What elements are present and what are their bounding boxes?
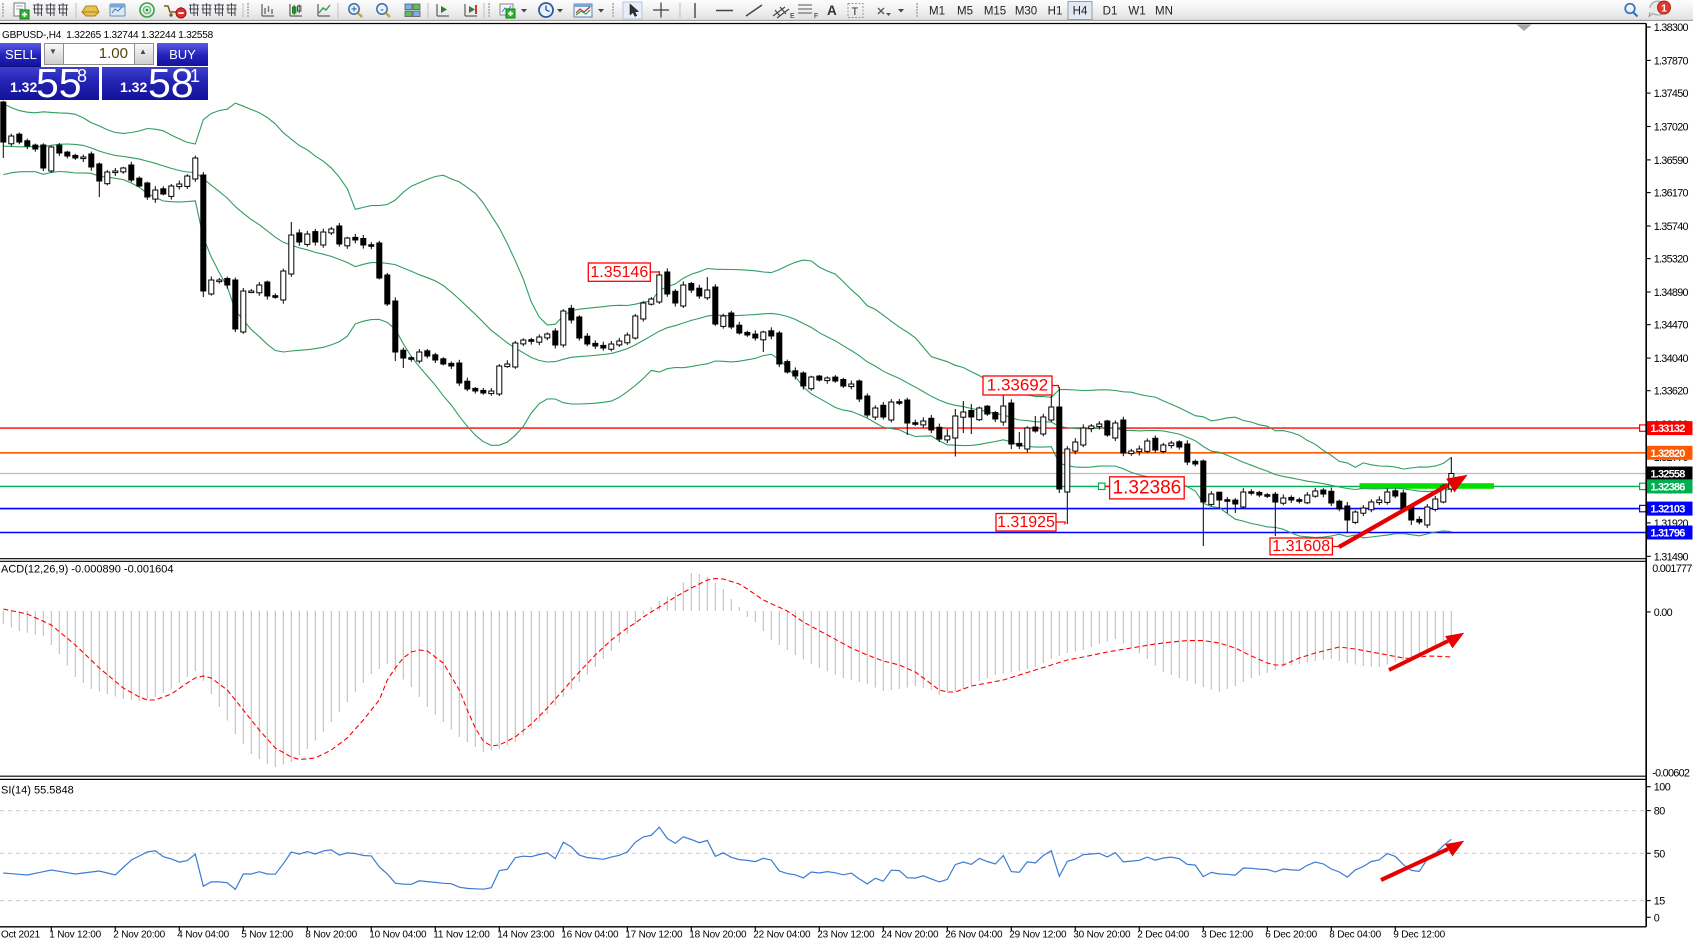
svg-text:14 Nov 23:00: 14 Nov 23:00 xyxy=(497,930,555,941)
svg-text:0.001777: 0.001777 xyxy=(1652,563,1692,575)
svg-text:1 Nov 12:00: 1 Nov 12:00 xyxy=(49,930,101,941)
svg-text:W1: W1 xyxy=(1128,6,1145,18)
svg-text:10 Nov 04:00: 10 Nov 04:00 xyxy=(369,930,427,941)
svg-text:A: A xyxy=(827,3,837,18)
svg-text:MN: MN xyxy=(1155,6,1173,18)
svg-text:1.33620: 1.33620 xyxy=(1654,386,1689,398)
svg-text:2 Nov 20:00: 2 Nov 20:00 xyxy=(113,930,165,941)
svg-text:22 Nov 04:00: 22 Nov 04:00 xyxy=(753,930,811,941)
svg-text:T: T xyxy=(852,6,859,18)
svg-text:1.33692: 1.33692 xyxy=(987,375,1048,394)
svg-text:1.35320: 1.35320 xyxy=(1654,254,1689,266)
svg-text:1.31925: 1.31925 xyxy=(997,514,1055,531)
svg-text:+: + xyxy=(351,5,357,16)
svg-text:GBPUSD-,H4 1.32265 1.32744 1.: GBPUSD-,H4 1.32265 1.32744 1.32244 1.325… xyxy=(2,30,214,41)
svg-text:E: E xyxy=(790,13,795,20)
svg-text:M15: M15 xyxy=(984,6,1006,18)
svg-text:1.36590: 1.36590 xyxy=(1654,155,1689,167)
svg-text:-: - xyxy=(380,5,383,16)
svg-text:50: 50 xyxy=(1654,848,1666,860)
svg-text:3 Dec 12:00: 3 Dec 12:00 xyxy=(1201,930,1253,941)
svg-text:1.34470: 1.34470 xyxy=(1654,320,1689,332)
svg-text:M5: M5 xyxy=(957,6,973,18)
svg-text:24 Nov 20:00: 24 Nov 20:00 xyxy=(881,930,939,941)
svg-text:1: 1 xyxy=(1661,3,1667,15)
svg-text:100: 100 xyxy=(1654,782,1671,794)
svg-text:1.31608: 1.31608 xyxy=(1272,538,1330,555)
svg-text:11 Nov 12:00: 11 Nov 12:00 xyxy=(433,930,490,941)
svg-text:M30: M30 xyxy=(1015,6,1037,18)
svg-text:1.35146: 1.35146 xyxy=(590,264,648,281)
svg-text:17 Nov 12:00: 17 Nov 12:00 xyxy=(625,930,683,941)
svg-text:1.37870: 1.37870 xyxy=(1654,55,1689,67)
svg-text:1.34890: 1.34890 xyxy=(1654,287,1689,299)
svg-text:2 Dec 04:00: 2 Dec 04:00 xyxy=(1137,930,1189,941)
svg-text:1.31796: 1.31796 xyxy=(1650,528,1685,540)
svg-text:29 Nov 12:00: 29 Nov 12:00 xyxy=(1009,930,1067,941)
svg-text:1.32558: 1.32558 xyxy=(1650,469,1685,481)
svg-text:5 Nov 12:00: 5 Nov 12:00 xyxy=(241,930,293,941)
svg-text:9 Dec 12:00: 9 Dec 12:00 xyxy=(1393,930,1445,941)
svg-text:0: 0 xyxy=(1654,912,1660,924)
svg-text:H1: H1 xyxy=(1048,6,1063,18)
svg-text:15: 15 xyxy=(1654,896,1666,908)
svg-text:1.32103: 1.32103 xyxy=(1650,504,1685,516)
svg-text:-0.00602: -0.00602 xyxy=(1652,768,1690,780)
svg-text:1.31490: 1.31490 xyxy=(1654,551,1689,563)
svg-text:23 Nov 12:00: 23 Nov 12:00 xyxy=(817,930,875,941)
svg-text:30 Nov 20:00: 30 Nov 20:00 xyxy=(1073,930,1131,941)
svg-text:80: 80 xyxy=(1654,806,1666,818)
svg-text:4 Nov 04:00: 4 Nov 04:00 xyxy=(177,930,229,941)
svg-text:F: F xyxy=(814,13,818,20)
svg-text:1.36170: 1.36170 xyxy=(1654,188,1689,200)
svg-text:8 Dec 04:00: 8 Dec 04:00 xyxy=(1329,930,1381,941)
svg-text:D1: D1 xyxy=(1103,6,1118,18)
svg-text:26 Nov 04:00: 26 Nov 04:00 xyxy=(945,930,1003,941)
svg-text:1.37020: 1.37020 xyxy=(1654,122,1689,134)
svg-text:0.00: 0.00 xyxy=(1654,607,1673,619)
svg-text:1.32386: 1.32386 xyxy=(1650,481,1685,493)
svg-text:H4: H4 xyxy=(1073,6,1088,18)
svg-text:1.35740: 1.35740 xyxy=(1654,221,1689,233)
svg-text:M1: M1 xyxy=(929,6,945,18)
svg-text:SI(14) 55.5848: SI(14) 55.5848 xyxy=(1,785,74,797)
svg-text:Oct 2021: Oct 2021 xyxy=(1,930,41,941)
svg-text:16 Nov 04:00: 16 Nov 04:00 xyxy=(561,930,619,941)
svg-text:1.38300: 1.38300 xyxy=(1654,22,1689,34)
svg-text:18 Nov 20:00: 18 Nov 20:00 xyxy=(689,930,747,941)
svg-text:1.32386: 1.32386 xyxy=(1113,477,1182,498)
svg-text:8 Nov 20:00: 8 Nov 20:00 xyxy=(305,930,357,941)
svg-text:6 Dec 20:00: 6 Dec 20:00 xyxy=(1265,930,1317,941)
svg-text:1.34040: 1.34040 xyxy=(1654,353,1689,365)
svg-text:1.33132: 1.33132 xyxy=(1650,423,1685,435)
svg-text:ACD(12,26,9) -0.000890 -0.0016: ACD(12,26,9) -0.000890 -0.001604 xyxy=(1,564,173,576)
svg-text:1.37450: 1.37450 xyxy=(1654,88,1689,100)
svg-text:1.32820: 1.32820 xyxy=(1650,448,1685,460)
